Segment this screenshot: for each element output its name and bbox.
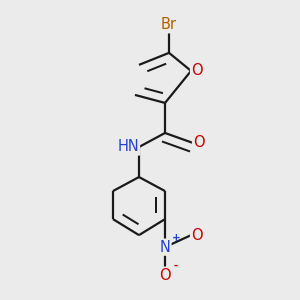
Text: -: - <box>174 261 178 271</box>
Text: O: O <box>193 136 205 151</box>
Text: Br: Br <box>161 17 177 32</box>
Text: +: + <box>172 233 180 243</box>
Text: O: O <box>159 268 171 283</box>
Text: O: O <box>191 63 203 78</box>
Text: HN: HN <box>117 140 139 154</box>
Text: N: N <box>160 240 170 255</box>
Text: O: O <box>191 228 203 243</box>
